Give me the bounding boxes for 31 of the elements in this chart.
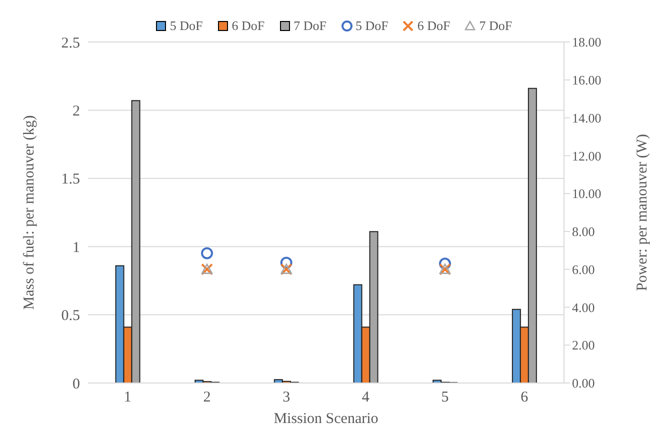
y2-tick-label: 14.00 xyxy=(572,110,602,126)
x-axis-title: Mission Scenario xyxy=(274,411,378,427)
x-tick-label: 5 xyxy=(441,390,449,406)
legend-label: 6 DoF xyxy=(230,18,265,34)
y-tick-label: 1 xyxy=(72,240,80,256)
y2-axis-title: Power: per manouver (W) xyxy=(634,134,650,292)
y-axis-title: Mass of fuel: per manouver (kg) xyxy=(21,115,38,310)
y2-tick-label: 8.00 xyxy=(572,224,595,240)
legend-label: 5 DoF xyxy=(354,18,388,34)
x-tick-label: 2 xyxy=(203,390,211,406)
legend-label: 7 DoF xyxy=(478,18,512,34)
y-tick-label: 0.5 xyxy=(61,308,80,324)
y2-tick-label: 16.00 xyxy=(572,72,602,88)
y-tick-label: 0 xyxy=(72,376,80,392)
x-tick-label: 4 xyxy=(362,390,370,406)
x-tick-label: 6 xyxy=(520,390,529,406)
y2-tick-label: 4.00 xyxy=(572,300,595,315)
y-tick-label: 1.5 xyxy=(61,172,80,188)
y2-tick-label: 12.00 xyxy=(572,148,602,164)
x-tick-label: 3 xyxy=(282,390,290,406)
y2-tick-label: 18.00 xyxy=(572,34,602,50)
y2-tick-label: 2.00 xyxy=(572,338,595,353)
y-tick-label: 2.5 xyxy=(61,35,80,52)
y2-tick-label: 0.00 xyxy=(572,376,595,391)
legend-label: 5 DoF xyxy=(168,18,203,34)
legend-label: 7 DoF xyxy=(292,18,326,34)
y-tick-label: 2 xyxy=(72,104,80,120)
x-tick-label: 1 xyxy=(124,390,132,406)
y2-tick-label: 10.00 xyxy=(572,186,602,202)
y2-tick-label: 6.00 xyxy=(572,262,595,277)
legend-label: 6 DoF xyxy=(416,18,450,34)
